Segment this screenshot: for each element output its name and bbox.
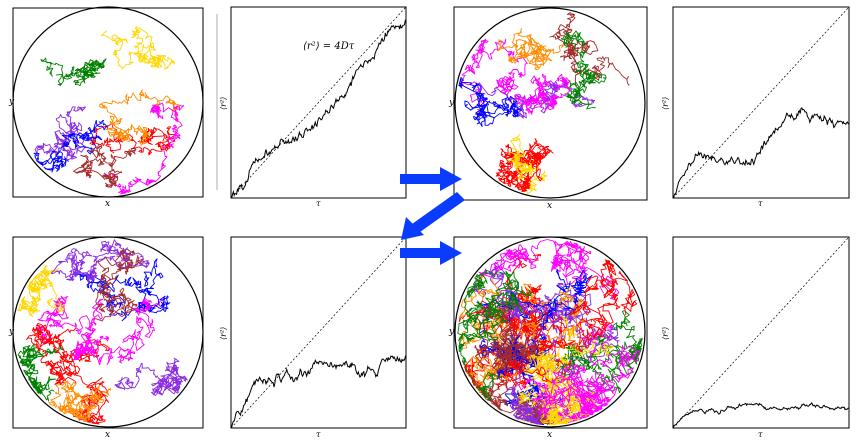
panel-bottom-right-trajectories: x y — [448, 236, 648, 440]
frame-msd-2 — [672, 6, 850, 199]
walk-trail — [524, 338, 599, 426]
panel-bottom-left-trajectories: x y — [8, 236, 204, 440]
confining-circle — [454, 7, 646, 199]
msd-axis-label: ⟨r²⟩ — [661, 97, 670, 110]
msd-curve — [230, 355, 407, 429]
tau-axis-label: τ — [758, 430, 763, 439]
walk-trail — [33, 119, 108, 173]
arrow-diagonal-down-left — [401, 192, 465, 240]
x-axis-label: x — [547, 201, 552, 211]
msd-axis-label: ⟨r²⟩ — [219, 97, 228, 110]
msd-curve — [672, 107, 850, 199]
panel-top-left-msd: ⟨r²⟩ = 4Dτ τ ⟨r²⟩ — [219, 6, 407, 208]
reference-line — [672, 6, 850, 199]
walk-trail — [103, 102, 185, 195]
y-axis-label: y — [448, 327, 455, 337]
confining-circle — [454, 236, 646, 428]
msd-curve — [672, 402, 850, 428]
walk-trail — [70, 297, 164, 366]
walk-trail — [48, 380, 112, 423]
tau-axis-label: τ — [758, 199, 763, 208]
walk-trail — [496, 28, 572, 71]
confining-circle — [12, 6, 204, 198]
walk-trail — [478, 239, 620, 301]
walk-trail — [98, 89, 181, 146]
random-walk-trajectories — [17, 239, 188, 425]
walk-trail — [549, 11, 630, 87]
random-walk-trajectories — [33, 26, 185, 195]
x-axis-label: x — [105, 199, 110, 209]
y-axis-label: y — [8, 327, 15, 337]
walk-trail — [518, 364, 610, 419]
walk-trail — [40, 57, 107, 87]
reference-line — [230, 236, 407, 429]
walk-trail — [458, 76, 522, 127]
walk-trail — [26, 322, 77, 385]
walk-trail — [89, 122, 177, 156]
walk-trail — [73, 144, 137, 188]
walk-trail — [17, 265, 66, 317]
reference-line — [230, 6, 407, 199]
x-axis-label: x — [105, 430, 110, 440]
panel-top-left-trajectories: x y — [8, 6, 204, 209]
x-axis-label: x — [547, 430, 552, 440]
walk-trail — [507, 133, 548, 194]
walk-trail — [95, 247, 145, 322]
panel-bottom-right-msd: τ ⟨r²⟩ — [661, 236, 850, 439]
confining-circle — [12, 236, 204, 428]
tau-axis-label: τ — [316, 199, 321, 208]
y-axis-label: y — [8, 97, 15, 107]
walk-trail — [101, 26, 175, 70]
frame-top-right — [453, 6, 648, 201]
arrow-bottom-right — [400, 241, 462, 265]
frame-msd-3 — [230, 236, 407, 429]
reference-line — [672, 236, 850, 429]
arrow-top-right — [400, 167, 462, 191]
walk-trail — [495, 138, 552, 192]
law-annotation: ⟨r²⟩ = 4Dτ — [303, 41, 355, 52]
walk-trail — [114, 357, 188, 396]
panel-bottom-left-msd: τ ⟨r²⟩ — [219, 236, 407, 439]
frame-msd-4 — [672, 236, 850, 429]
msd-axis-label: ⟨r²⟩ — [661, 327, 670, 340]
frame-msd-1 — [230, 6, 407, 199]
panel-top-right-trajectories: x y — [448, 6, 648, 211]
walk-trail — [514, 73, 573, 115]
panel-top-right-msd: τ ⟨r²⟩ — [661, 6, 850, 208]
walk-trail — [458, 284, 563, 351]
y-axis-label: y — [448, 98, 455, 108]
msd-axis-label: ⟨r²⟩ — [219, 327, 228, 340]
tau-axis-label: τ — [316, 430, 321, 439]
walk-trail — [35, 295, 110, 355]
random-walk-trajectories — [457, 239, 643, 426]
random-walk-trajectories — [458, 11, 630, 194]
msd-curve — [231, 19, 407, 198]
walk-trail — [457, 269, 532, 401]
walk-trail — [17, 342, 64, 402]
walk-trail — [50, 239, 150, 283]
walk-trail — [508, 259, 638, 384]
